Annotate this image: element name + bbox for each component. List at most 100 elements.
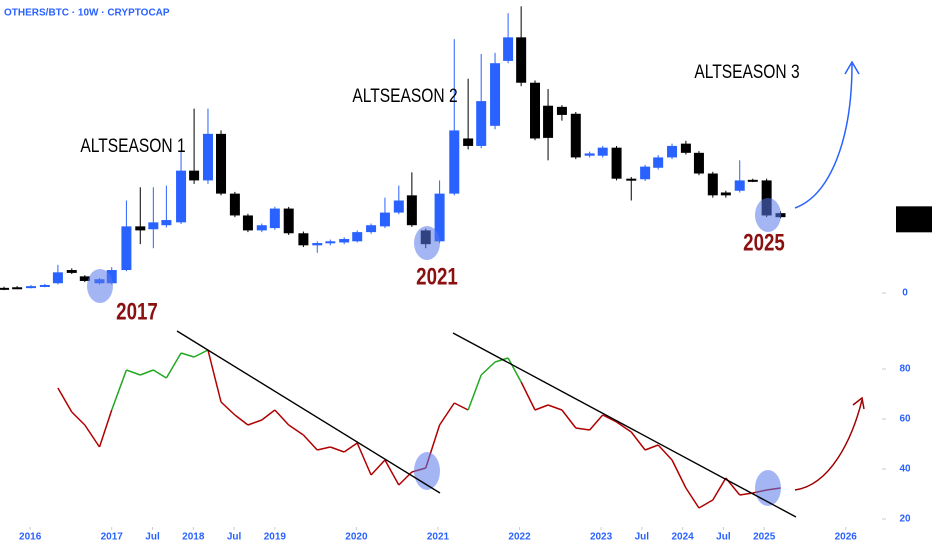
oscillator-segment — [534, 404, 549, 411]
candle-body — [312, 243, 323, 246]
candle-body — [283, 208, 294, 234]
oscillator-segment — [220, 401, 236, 416]
candle-body — [597, 147, 608, 156]
candle-body — [242, 215, 253, 231]
y-tick-label: 40 — [899, 464, 911, 475]
candle-body — [406, 195, 417, 226]
candle-body — [556, 106, 567, 115]
arrow — [794, 399, 863, 491]
candle-body — [516, 37, 527, 83]
oscillator-segment — [152, 369, 167, 379]
oscillator-segment — [520, 381, 536, 411]
y-tick-label: 60 — [899, 414, 911, 425]
trendline — [452, 332, 797, 518]
circle — [87, 269, 113, 303]
oscillator-segment — [71, 411, 86, 426]
oscillator-segment — [575, 427, 590, 431]
x-tick-label: 2024 — [672, 532, 695, 543]
trendlines — [176, 330, 797, 518]
oscillator-segment — [438, 402, 455, 426]
x-tick-label: 2018 — [182, 532, 205, 543]
candle-body — [543, 105, 554, 138]
candle-body — [39, 284, 50, 287]
x-tick-label: Jul — [227, 532, 242, 543]
oscillator-segment — [356, 442, 372, 476]
candle-body — [379, 212, 390, 227]
candle-body — [161, 220, 172, 226]
oscillator-segment — [644, 444, 659, 451]
arrow — [794, 63, 853, 209]
oscillator-segment — [111, 369, 128, 411]
candle-body — [135, 226, 146, 231]
candle-body — [707, 173, 718, 196]
candle-body — [503, 37, 514, 61]
oscillator — [57, 349, 781, 509]
candle-body — [202, 133, 213, 181]
candle-body — [434, 193, 445, 242]
candle-body — [680, 143, 691, 153]
oscillator-segment — [140, 369, 154, 376]
arrow-head — [844, 60, 860, 75]
candle-body — [52, 272, 63, 284]
oscillator-segment — [343, 442, 358, 453]
x-tick-label: Jul — [635, 532, 650, 543]
candle-body — [653, 157, 664, 168]
candle-body — [352, 232, 363, 242]
annotation: ALTSEASON 3 — [694, 61, 799, 83]
candle-body — [640, 166, 651, 180]
trendline — [176, 330, 441, 494]
oscillator-segment — [630, 431, 646, 451]
candle-body — [229, 193, 240, 216]
x-tick-label: 2023 — [590, 532, 613, 543]
oscillator-segment — [165, 352, 182, 379]
candle-body — [12, 287, 23, 290]
x-tick-label: 2021 — [427, 532, 450, 543]
candle-body — [176, 170, 187, 223]
chart-title: OTHERS/BTC · 10W · CRYPTOCAP — [4, 8, 170, 19]
candle-body — [611, 147, 622, 179]
candle-body — [256, 225, 267, 231]
oscillator-segment — [384, 459, 400, 486]
x-tick-label: 2019 — [264, 532, 287, 543]
oscillator-segment — [317, 446, 331, 451]
annotation: ALTSEASON 1 — [80, 135, 185, 157]
oscillator-segment — [193, 349, 209, 358]
x-tick-label: 2020 — [345, 532, 368, 543]
price-box — [896, 206, 932, 233]
candle-body — [693, 152, 704, 174]
oscillator-segment — [126, 369, 141, 376]
candle-body — [79, 276, 90, 281]
candle-body — [734, 180, 745, 191]
candle-body — [463, 138, 474, 146]
candle-body — [490, 63, 501, 126]
oscillator-segment — [671, 459, 687, 489]
candle-body — [570, 113, 581, 158]
oscillator-segment — [561, 409, 577, 429]
oscillator-segment — [467, 374, 482, 411]
candle-body — [449, 130, 460, 194]
oscillator-segment — [712, 477, 727, 501]
y-tick-label: 20 — [899, 514, 911, 525]
candle-body — [269, 208, 280, 229]
candle-body — [530, 82, 541, 139]
candle-body — [761, 180, 772, 216]
oscillator-segment — [247, 419, 263, 426]
oscillator-segment — [494, 357, 509, 363]
x-tick-label: 2022 — [508, 532, 531, 543]
candle-body — [584, 153, 595, 156]
oscillator-segment — [261, 409, 276, 421]
x-tick-label: Jul — [145, 532, 160, 543]
oscillator-segment — [480, 361, 496, 376]
y-tick-label: 0 — [902, 288, 908, 299]
cycle-label: 2025 — [743, 229, 785, 256]
oscillator-segment — [507, 357, 522, 383]
highlights — [87, 198, 781, 506]
candle-body — [66, 270, 77, 273]
oscillator-segment — [370, 459, 386, 476]
oscillator-segment — [547, 404, 563, 411]
cycle-label: 2021 — [416, 263, 458, 290]
candle-body — [25, 286, 36, 289]
oscillator-segment — [602, 414, 617, 423]
